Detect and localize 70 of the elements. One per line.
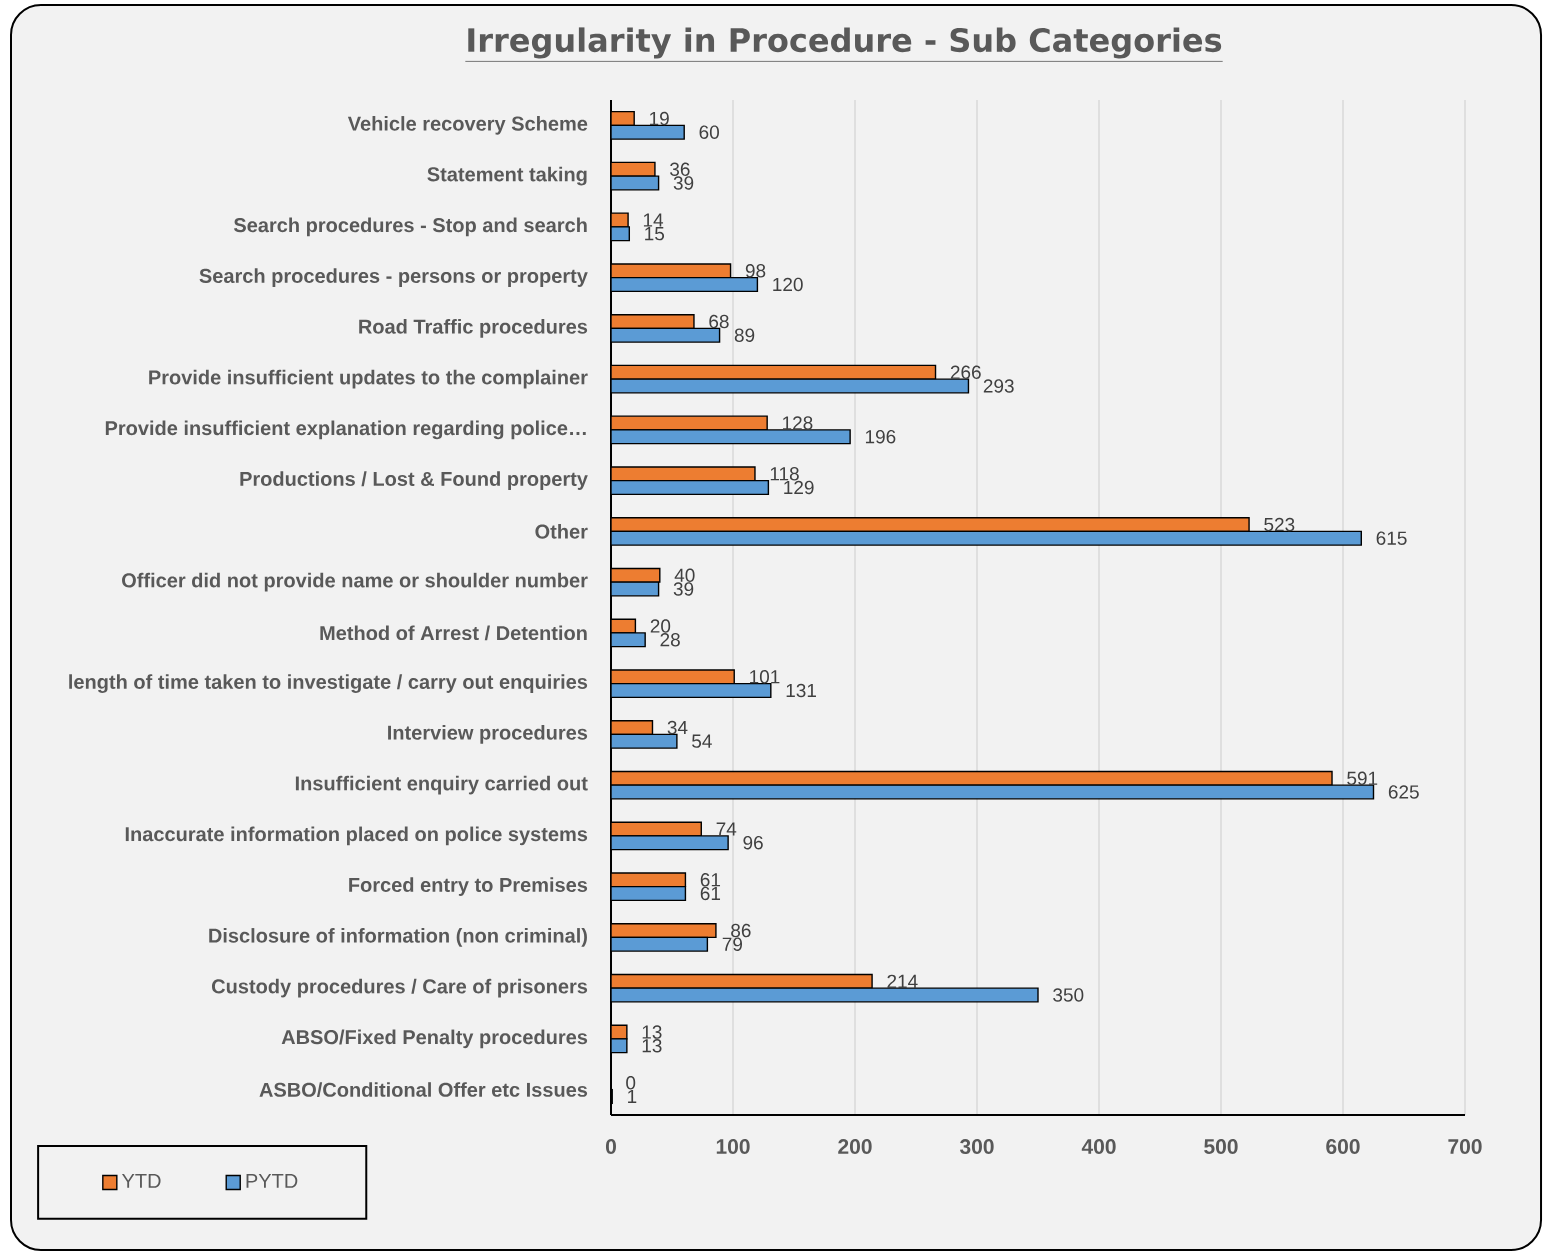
x-tick-label: 700	[1448, 1139, 1482, 1154]
data-label: 86	[731, 923, 751, 938]
y-tick-label: Interview procedures	[388, 725, 588, 744]
data-label: 68	[709, 314, 729, 329]
y-tick-label: Search procedures - persons or property	[199, 268, 588, 287]
y-tick-label: Productions / Lost & Found property	[240, 471, 588, 490]
y-tick-label: Inaccurate information placed on police systems	[125, 826, 588, 846]
data-label: 54	[692, 734, 712, 748]
data-label: 214	[887, 974, 918, 988]
y-tick-label: Vehicle recovery Scheme	[347, 116, 588, 135]
data-label: 39	[673, 176, 694, 190]
data-label: 60	[699, 125, 719, 139]
data-label: 28	[660, 633, 680, 647]
y-tick-label: Search procedures - Stop and search	[233, 217, 587, 237]
x-tick-label: 500	[1204, 1139, 1238, 1154]
data-label: 13	[642, 1025, 662, 1039]
data-label: 0	[626, 1076, 636, 1090]
x-tick-label: 400	[1081, 1139, 1116, 1154]
x-tick-label: 300	[959, 1139, 994, 1154]
data-label: 118	[770, 467, 799, 481]
chart-title: Irregularity in Procedure - Sub Categories	[468, 27, 1222, 59]
data-label: 196	[865, 430, 896, 444]
data-label: 61	[700, 873, 721, 887]
data-label: 120	[773, 277, 803, 292]
y-tick-label: Provide insufficient explanation regarding police…	[105, 420, 586, 440]
y-tick-label: Road Traffic procedures	[359, 319, 588, 338]
legend-label: PYTD	[246, 1174, 298, 1188]
y-tick-label: Other	[535, 524, 588, 539]
y-tick-label: ASBO/Conditional Offer etc Issues	[259, 1082, 588, 1098]
x-tick-label: 200	[838, 1139, 872, 1154]
y-tick-label: Statement taking	[427, 166, 587, 186]
y-tick-label: Officer did not provide name or shoulder number	[122, 572, 588, 592]
data-label: 79	[722, 937, 743, 951]
data-label: 89	[734, 328, 755, 342]
data-label: 131	[786, 683, 816, 698]
data-label: 266	[950, 365, 981, 380]
data-label: 13	[642, 1039, 662, 1053]
data-label: 98	[745, 264, 766, 278]
data-label: 36	[670, 162, 690, 176]
data-label: 96	[743, 836, 763, 850]
y-tick-label: Method of Arrest / Detention	[320, 625, 587, 641]
legend-label: YTD	[121, 1174, 161, 1188]
x-tick-label: 600	[1326, 1139, 1360, 1154]
data-label: 625	[1388, 785, 1419, 799]
data-label: 14	[643, 213, 664, 227]
data-label: 350	[1053, 988, 1084, 1002]
data-label: 34	[667, 720, 688, 735]
x-tick-label: 100	[716, 1139, 750, 1154]
data-label: 523	[1264, 517, 1295, 532]
y-tick-label: Provide insufficient updates to the complainer	[149, 369, 588, 389]
y-tick-label: Custody procedures / Care of prisoners	[211, 978, 588, 998]
y-tick-label: ABSO/Fixed Penalty procedures	[281, 1029, 588, 1049]
y-tick-label: Disclosure of information (non criminal)	[209, 928, 587, 947]
data-label: 15	[645, 227, 665, 241]
data-label: 129	[784, 480, 814, 495]
data-label: 40	[674, 568, 695, 583]
x-tick-label: 0	[605, 1139, 616, 1154]
data-label: 591	[1347, 771, 1378, 786]
y-tick-label: Forced entry to Premises	[349, 877, 588, 896]
data-label: 61	[700, 886, 721, 901]
data-label: 39	[673, 582, 694, 596]
data-label: 74	[716, 822, 737, 836]
data-label: 1	[628, 1089, 637, 1104]
data-label: 19	[650, 111, 669, 126]
y-tick-label: Insufficient enquiry carried out	[295, 775, 588, 795]
y-tick-label: length of time taken to investigate / carry out enquiries	[69, 674, 588, 693]
data-label: 101	[750, 670, 780, 684]
data-label: 293	[983, 379, 1014, 393]
data-label: 20	[650, 619, 671, 633]
data-label: 615	[1376, 531, 1407, 545]
